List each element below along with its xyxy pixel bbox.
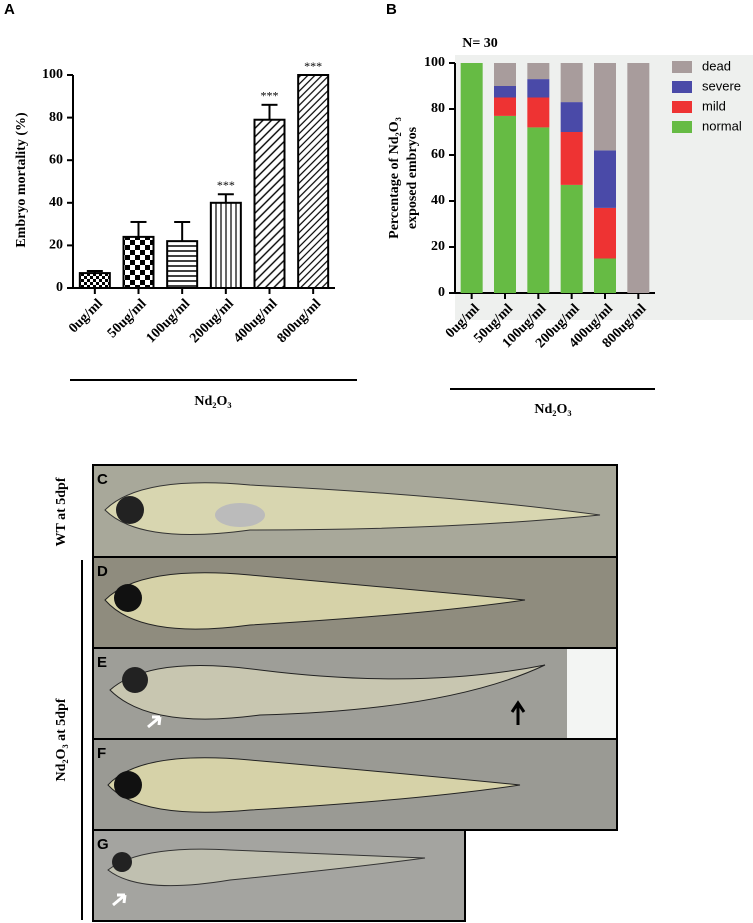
photo-panels	[81, 464, 618, 922]
legend-swatch	[672, 101, 692, 113]
chart-title: N= 30	[462, 36, 498, 51]
y-tick-label: 60	[431, 147, 445, 162]
x-tick-label: 800ug/ml	[275, 296, 325, 346]
y-tick-label: 40	[431, 193, 445, 208]
bar-segment	[527, 63, 550, 80]
bar-segment	[527, 79, 550, 98]
panel-label: D	[97, 563, 108, 580]
y-tick-label: 20	[49, 238, 63, 253]
y-tick-label: 100	[42, 67, 63, 82]
group-label: Nd₂O₃ at 5dpf	[54, 698, 69, 781]
panel-label: B	[386, 1, 397, 18]
y-axis-label: Embryo mortality (%)	[14, 112, 29, 248]
x-tick-label: 400ug/ml	[231, 296, 281, 346]
bar	[122, 235, 155, 290]
bar	[297, 74, 330, 289]
panel-label: A	[4, 1, 15, 18]
group-label: WT at 5dpf	[54, 477, 69, 546]
bar-segment	[560, 102, 583, 132]
bar-segment	[494, 63, 516, 86]
x-axis-label: Nd₂O₃	[194, 394, 231, 409]
y-tick-label: 80	[431, 101, 445, 116]
bar-segment	[627, 63, 650, 293]
legend-swatch	[672, 121, 692, 133]
x-tick-label: 100ug/ml	[144, 296, 194, 346]
bar-segment	[494, 115, 516, 294]
panel-label: F	[97, 745, 106, 762]
legend-label: normal	[702, 118, 742, 133]
y-tick-label: 0	[438, 285, 445, 300]
bar-segment	[594, 207, 616, 259]
bar-segment	[560, 184, 583, 293]
y-tick-label: 100	[424, 55, 445, 70]
y-tick-label: 0	[56, 280, 63, 295]
legend-label: dead	[702, 58, 731, 73]
legend-swatch	[672, 81, 692, 93]
bar-segment	[527, 97, 550, 128]
bar-segment	[560, 63, 583, 103]
x-tick-label: 50ug/ml	[105, 296, 150, 341]
x-tick-label: 0ug/ml	[66, 296, 106, 336]
significance-label: ***	[217, 178, 235, 192]
bar-segment	[527, 127, 550, 294]
significance-label: ***	[304, 59, 322, 73]
y-tick-label: 60	[49, 152, 63, 167]
bar-segment	[494, 97, 516, 116]
x-tick-label: 200ug/ml	[187, 296, 237, 346]
panel-label: E	[97, 654, 107, 671]
bar	[78, 272, 111, 289]
panel-label: G	[97, 836, 109, 853]
bar-segment	[594, 258, 616, 293]
legend-swatch	[672, 61, 692, 73]
bar-segment	[494, 86, 516, 98]
x-axis-label: Nd₂O₃	[534, 402, 571, 417]
bar-segment	[594, 63, 616, 151]
significance-label: ***	[261, 89, 279, 103]
y-tick-label: 20	[431, 239, 445, 254]
legend-label: mild	[702, 98, 726, 113]
y-tick-label: 40	[49, 195, 63, 210]
y-tick-label: 80	[49, 110, 63, 125]
panel-label: C	[97, 471, 108, 488]
y-axis-label: exposed embryos	[405, 126, 420, 229]
bar-segment	[594, 150, 616, 208]
bar	[166, 240, 199, 289]
bar-segment	[560, 132, 583, 185]
y-axis-label: Percentage of Nd₂O₃	[387, 117, 402, 239]
bar	[209, 201, 242, 289]
legend-label: severe	[702, 78, 741, 93]
bar	[253, 118, 286, 290]
bar-segment	[460, 63, 483, 293]
